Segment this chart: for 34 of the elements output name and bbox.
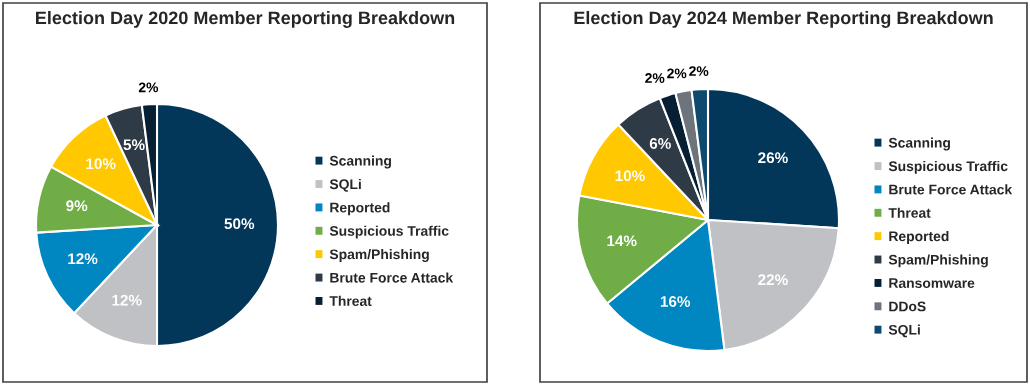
legend-label: Threat xyxy=(888,207,931,218)
legend-label: DDoS xyxy=(889,301,926,312)
data-label: 22% xyxy=(758,274,788,286)
data-label: 12% xyxy=(112,294,142,306)
data-label: 12% xyxy=(68,253,98,265)
chart-title: Election Day 2020 Member Reporting Breakdown xyxy=(36,11,455,28)
data-label: 2% xyxy=(667,68,687,79)
data-label: 10% xyxy=(86,158,116,170)
legend-label: SQLi xyxy=(888,324,920,338)
data-label: 5% xyxy=(123,139,145,151)
legend-label: Reported xyxy=(330,202,390,216)
data-label: 2% xyxy=(689,66,709,76)
data-label: 26% xyxy=(758,152,788,164)
legend-label: Reported xyxy=(889,231,949,244)
legend-label: Spam/Phishing xyxy=(329,249,429,263)
data-label: 2% xyxy=(645,73,665,83)
legend-label: Suspicious Traffic xyxy=(329,225,449,239)
data-label: 14% xyxy=(607,235,637,247)
legend-label: Ransomware xyxy=(889,278,975,289)
legend-label: Scanning xyxy=(329,155,391,169)
legend-label: Threat xyxy=(329,295,372,307)
legend-label: Spam/Phishing xyxy=(888,254,988,268)
legend-label: Brute Force Attack xyxy=(330,272,454,283)
data-label: 6% xyxy=(649,138,671,149)
data-label: 50% xyxy=(224,218,255,230)
legend-label: Brute Force Attack xyxy=(889,184,1013,195)
data-label: 10% xyxy=(615,170,645,182)
legend-label: Scanning xyxy=(888,137,950,151)
data-label: 9% xyxy=(66,200,88,212)
chart-title: Election Day 2024 Member Reporting Breakdown xyxy=(574,11,993,28)
data-label: 2% xyxy=(138,82,159,93)
data-label: 16% xyxy=(660,296,691,307)
legend-label: SQLi xyxy=(329,178,361,192)
legend-label: Suspicious Traffic xyxy=(888,160,1008,174)
